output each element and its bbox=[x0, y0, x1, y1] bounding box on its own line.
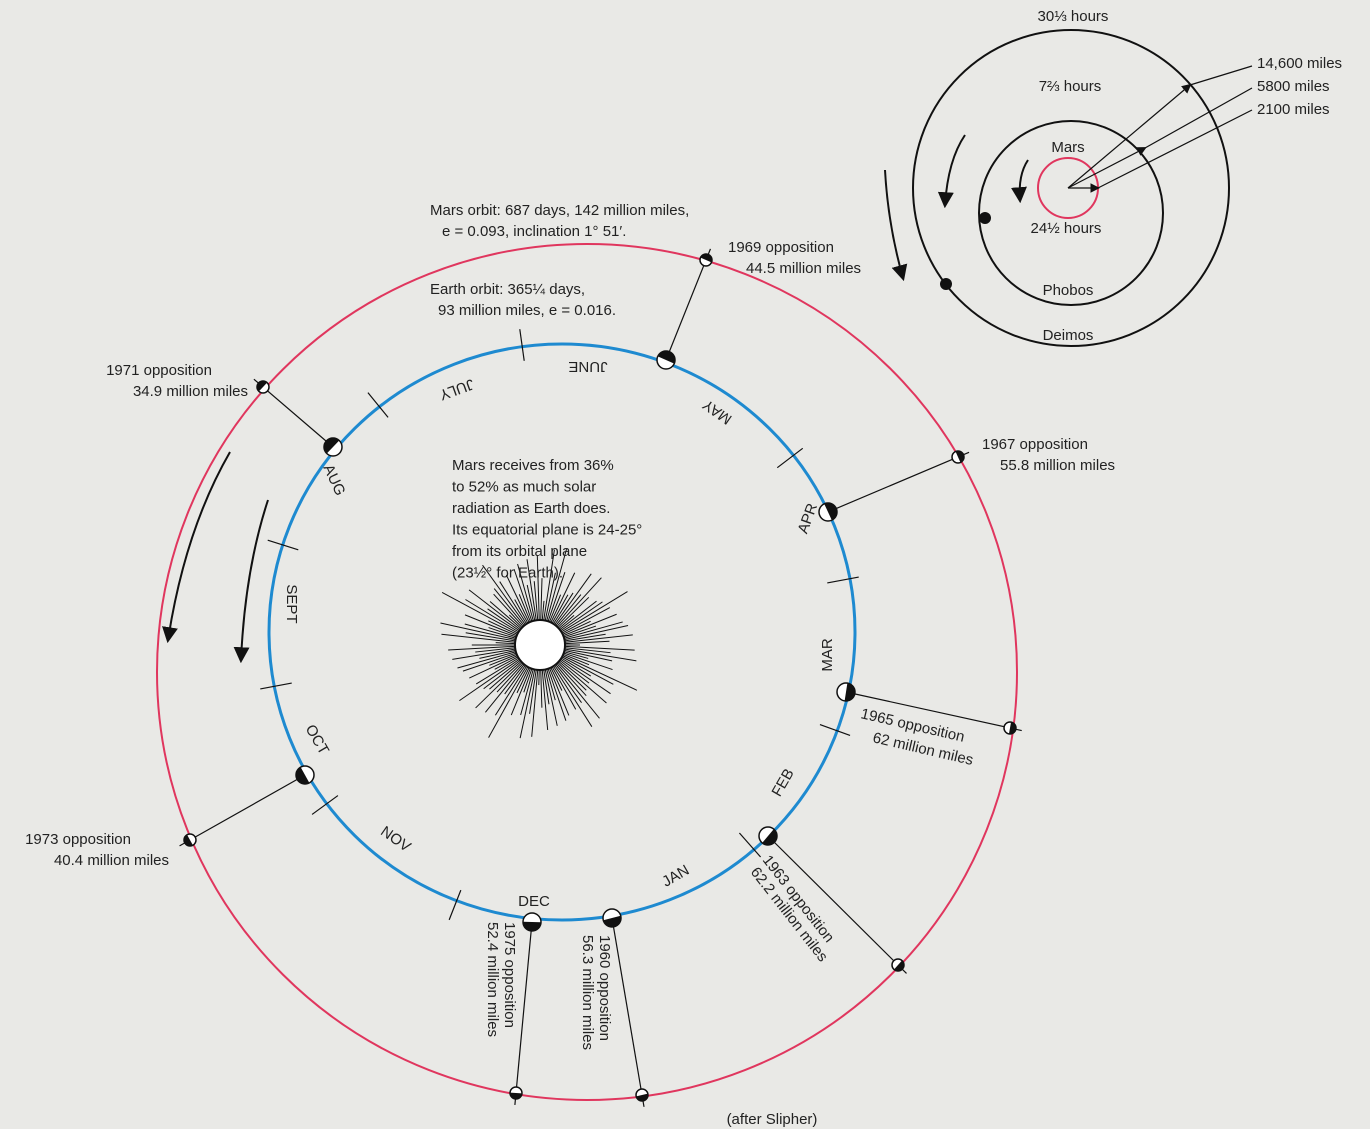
month-label: OCT bbox=[302, 722, 333, 758]
opposition-distance: 44.5 million miles bbox=[746, 260, 861, 277]
month-label: DEC bbox=[518, 893, 550, 910]
mars-orbit-caption: e = 0.093, inclination 1° 51′. bbox=[442, 223, 626, 240]
direction-arrow bbox=[945, 135, 965, 205]
month-label: SEPT bbox=[283, 584, 300, 623]
month-tick bbox=[449, 890, 461, 920]
month-label: FEB bbox=[768, 766, 797, 800]
opposition-distance: 34.9 million miles bbox=[133, 383, 248, 400]
direction-arrow bbox=[1020, 160, 1028, 200]
moon-label: Phobos bbox=[1043, 282, 1094, 299]
opposition-distance: 56.3 million miles bbox=[579, 935, 596, 1050]
sun-disk bbox=[515, 620, 565, 670]
month-label: NOV bbox=[377, 823, 413, 856]
moon-label: Deimos bbox=[1043, 327, 1094, 344]
note-line: to 52% as much solar bbox=[452, 479, 596, 496]
note-line: radiation as Earth does. bbox=[452, 500, 610, 517]
opposition-year: 1973 opposition bbox=[25, 831, 131, 848]
month-label: MAR bbox=[819, 638, 836, 672]
opposition-distance: 55.8 million miles bbox=[1000, 457, 1115, 474]
month-label: JULY bbox=[437, 375, 476, 403]
direction-arrow bbox=[885, 170, 903, 278]
opposition-line bbox=[612, 918, 644, 1107]
mars-orbit-caption: Mars orbit: 687 days, 142 million miles, bbox=[430, 202, 689, 219]
opposition-line bbox=[828, 452, 969, 512]
diagram: JANFEBMARAPRMAYJUNEJULYAUGSEPTOCTNOVDEC1… bbox=[0, 0, 1370, 1129]
opposition-year: 1971 opposition bbox=[106, 362, 212, 379]
earth-position-shadow bbox=[523, 922, 541, 931]
month-label: AUG bbox=[320, 462, 349, 499]
month-label: JUNE bbox=[568, 358, 607, 375]
credit: (after Slipher) bbox=[727, 1111, 818, 1128]
direction-arrow bbox=[241, 500, 268, 660]
deimos-moon bbox=[940, 278, 952, 290]
direction-arrow bbox=[168, 452, 230, 640]
note-line: (23½° for Earth). bbox=[452, 565, 563, 582]
period-label: 7⅔ hours bbox=[1039, 78, 1102, 95]
month-label: MAY bbox=[700, 396, 735, 428]
note-line: Mars receives from 36% bbox=[452, 457, 614, 474]
period-label: 30⅓ hours bbox=[1038, 8, 1109, 25]
note-line: Its equatorial plane is 24-25° bbox=[452, 522, 642, 539]
opposition-year: 1969 opposition bbox=[728, 239, 834, 256]
distance-label: 14,600 miles bbox=[1257, 55, 1342, 72]
month-label: JAN bbox=[659, 862, 692, 891]
earth-orbit-caption: Earth orbit: 365¼ days, bbox=[430, 281, 585, 298]
opposition-year: 1975 opposition bbox=[501, 922, 518, 1028]
distance-label: 2100 miles bbox=[1257, 101, 1330, 118]
distance-label: 5800 miles bbox=[1257, 78, 1330, 95]
period-label: 24½ hours bbox=[1031, 220, 1102, 237]
planet-label: Mars bbox=[1051, 139, 1084, 156]
phobos-moon bbox=[979, 212, 991, 224]
month-label: APR bbox=[795, 501, 822, 536]
opposition-distance: 52.4 million miles bbox=[484, 922, 501, 1037]
note-line: from its orbital plane bbox=[452, 543, 587, 560]
earth-orbit-caption: 93 million miles, e = 0.016. bbox=[438, 302, 616, 319]
opposition-year: 1967 opposition bbox=[982, 436, 1088, 453]
month-tick bbox=[827, 577, 858, 583]
opposition-year: 1960 opposition bbox=[596, 935, 613, 1041]
opposition-distance: 40.4 million miles bbox=[54, 852, 169, 869]
opposition-line bbox=[180, 775, 305, 846]
